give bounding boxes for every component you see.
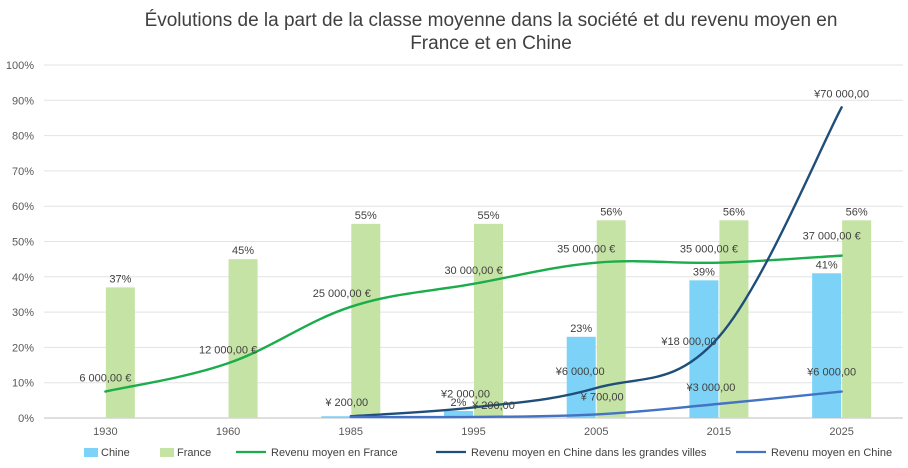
line-revenu-moyen-en-chine bbox=[349, 390, 843, 419]
legend-label: Revenu moyen en Chine bbox=[771, 447, 892, 459]
bar-data-label: 2% bbox=[451, 397, 467, 409]
bar-data-label: 56% bbox=[723, 206, 745, 218]
line-data-label: ¥ 200,00 bbox=[324, 397, 368, 409]
bar-chine-2025 bbox=[812, 273, 842, 418]
line-revenu-moyen-en-france bbox=[104, 254, 843, 393]
legend-label: Chine bbox=[101, 447, 130, 459]
lines bbox=[104, 106, 843, 419]
bar-data-label: 45% bbox=[232, 245, 254, 257]
bar-france-2025 bbox=[842, 220, 872, 418]
line-data-label: ¥3 000,00 bbox=[685, 382, 735, 394]
legend-swatch bbox=[160, 448, 174, 457]
y-tick-label: 30% bbox=[12, 307, 34, 319]
bar-france-1995 bbox=[474, 223, 503, 418]
bar-data-label: 41% bbox=[816, 259, 838, 271]
y-tick-label: 70% bbox=[12, 166, 34, 178]
y-tick-label: 0% bbox=[18, 413, 34, 425]
y-tick-label: 10% bbox=[12, 378, 34, 390]
x-tick-label: 1930 bbox=[93, 426, 117, 438]
line-revenu-moyen-en-chine-dans-les-grandes-villes bbox=[349, 106, 843, 418]
line-data-label: 30 000,00 € bbox=[444, 265, 502, 277]
y-tick-label: 90% bbox=[12, 95, 34, 107]
line-data-label: 35 000,00 € bbox=[557, 244, 615, 256]
bars bbox=[105, 220, 872, 418]
legend-swatch bbox=[84, 448, 98, 457]
bar-chine-2015 bbox=[689, 280, 719, 418]
line-data-label: 35 000,00 € bbox=[680, 244, 738, 256]
bar-france-1960 bbox=[228, 259, 258, 418]
y-axis: 0% 10% 20% 30% 40% 50% 60% 70% 80% 90% 100% bbox=[6, 60, 34, 425]
x-tick-label: 2025 bbox=[829, 426, 853, 438]
line-data-label: 6 000,00 € bbox=[79, 373, 131, 385]
legend-label: Revenu moyen en Chine dans les grandes v… bbox=[471, 447, 707, 459]
line-data-label: ¥ 200,00 bbox=[471, 400, 515, 412]
gridlines bbox=[44, 64, 903, 419]
bar-france-1930 bbox=[105, 287, 135, 418]
y-tick-label: 20% bbox=[12, 342, 34, 354]
legend-label: France bbox=[177, 447, 211, 459]
x-tick-label: 1985 bbox=[339, 426, 363, 438]
line-data-label: ¥2 000,00 bbox=[440, 388, 490, 400]
chart-title: Évolutions de la part de la classe moyen… bbox=[145, 10, 838, 54]
bar-data-label: 56% bbox=[600, 206, 622, 218]
line-data-label: ¥6 000,00 bbox=[806, 367, 856, 379]
chart-title-line-2: France et en Chine bbox=[410, 33, 572, 54]
line-data-label: ¥70 000,00 bbox=[813, 88, 869, 100]
y-tick-label: 80% bbox=[12, 131, 34, 143]
bar-data-label: 56% bbox=[846, 206, 868, 218]
bar-data-label: 55% bbox=[355, 210, 377, 222]
bar-chine-1985 bbox=[321, 416, 351, 418]
y-tick-label: 60% bbox=[12, 201, 34, 213]
x-tick-label: 2005 bbox=[584, 426, 608, 438]
line-data-label: ¥18 000,00 bbox=[660, 336, 716, 348]
x-tick-label: 1960 bbox=[216, 426, 240, 438]
line-data-label: 37 000,00 € bbox=[803, 231, 861, 243]
chart-title-line-1: Évolutions de la part de la classe moyen… bbox=[145, 10, 838, 31]
x-axis: 1930 1960 1985 1995 2005 2015 2025 bbox=[93, 426, 854, 438]
data-labels: 2% 23% 39% 41% 37% 45% 55% 55% 56% 56% 56% 6 000,00… bbox=[79, 88, 869, 412]
bar-data-label: 23% bbox=[570, 323, 592, 335]
line-data-label: ¥ 700,00 bbox=[580, 391, 624, 403]
legend-label: Revenu moyen en France bbox=[271, 447, 398, 459]
bar-chine-1995 bbox=[444, 410, 473, 418]
x-tick-label: 2015 bbox=[707, 426, 731, 438]
bar-chine-2005 bbox=[566, 336, 596, 418]
line-data-label: 12 000,00 € bbox=[199, 344, 257, 356]
bar-data-label: 39% bbox=[693, 266, 715, 278]
line-data-label: ¥6 000,00 bbox=[555, 366, 605, 378]
legend: Chine France Revenu moyen en France Revenu … bbox=[84, 447, 892, 459]
x-tick-label: 1995 bbox=[461, 426, 485, 438]
y-tick-label: 100% bbox=[6, 60, 34, 72]
bar-france-1985 bbox=[351, 223, 381, 418]
y-tick-label: 50% bbox=[12, 237, 34, 249]
bar-data-label: 37% bbox=[109, 273, 131, 285]
y-tick-label: 40% bbox=[12, 272, 34, 284]
bar-data-label: 55% bbox=[477, 210, 499, 222]
line-data-label: 25 000,00 € bbox=[313, 288, 371, 300]
